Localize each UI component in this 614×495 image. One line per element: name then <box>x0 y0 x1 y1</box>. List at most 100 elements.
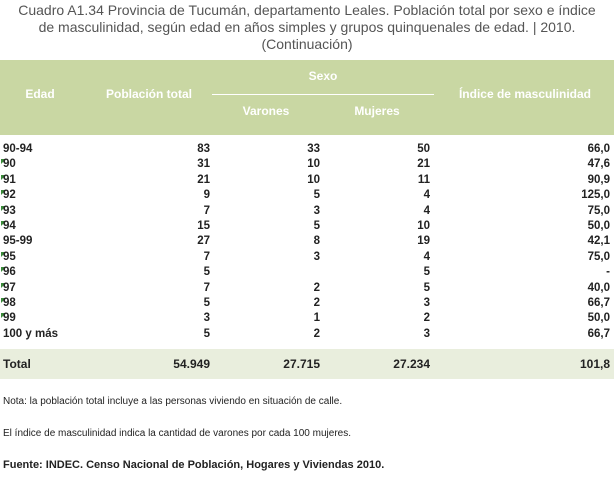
cell-marker-icon <box>1 159 6 165</box>
cell-varones: 2 <box>313 297 320 309</box>
cell-edad: 90 <box>3 158 16 171</box>
cell-mujeres: 11 <box>417 173 430 186</box>
title-line: (Continuación) <box>261 36 353 52</box>
total-mujeres: 27.234 <box>393 357 430 371</box>
cell-varones: 5 <box>313 189 320 202</box>
cell-varones: 8 <box>313 235 320 248</box>
table-row: 90-94 83 33 50 66,0 <box>0 142 614 157</box>
cell-edad: 96 <box>3 266 16 279</box>
cell-marker-icon <box>1 313 6 319</box>
cell-varones: 2 <box>313 327 320 340</box>
cell-mujeres: 2 <box>423 312 430 325</box>
cell-varones: 10 <box>307 173 320 186</box>
cell-mujeres: 5 <box>423 266 430 279</box>
cell-indice: 66,7 <box>587 327 610 340</box>
cell-marker-icon <box>1 190 6 196</box>
cell-edad: 98 <box>3 297 16 309</box>
cell-poblacion: 9 <box>203 189 210 202</box>
cell-edad: 93 <box>3 204 16 217</box>
cell-varones: 10 <box>307 158 320 171</box>
cell-varones: 3 <box>313 250 320 263</box>
title-line: de masculinidad, según edad en años simp… <box>38 19 576 35</box>
cell-indice: 75,0 <box>587 250 610 263</box>
total-indice: 101,8 <box>579 357 610 371</box>
cell-poblacion: 5 <box>203 327 210 340</box>
total-label: Total <box>3 357 31 371</box>
cell-mujeres: 5 <box>423 281 430 294</box>
cell-poblacion: 15 <box>197 220 210 232</box>
cell-indice: 66,0 <box>587 143 610 155</box>
cell-mujeres: 3 <box>423 297 430 309</box>
cell-varones: 2 <box>313 281 320 294</box>
cell-poblacion: 3 <box>203 312 210 325</box>
table-row: 99 3 1 2 50,0 <box>0 311 614 326</box>
cell-mujeres: 19 <box>417 235 430 248</box>
table-title: Cuadro A1.34 Provincia de Tucumán, depar… <box>0 2 614 53</box>
cell-marker-icon <box>1 174 6 180</box>
cell-mujeres: 4 <box>423 250 430 263</box>
cell-marker-icon <box>1 282 6 288</box>
table-row: 91 21 10 11 90,9 <box>0 173 614 188</box>
cell-poblacion: 7 <box>203 250 210 263</box>
header-mujeres: Mujeres <box>354 104 400 118</box>
cell-edad: 100 y más <box>3 327 58 340</box>
cell-indice: - <box>606 266 610 279</box>
cell-poblacion: 21 <box>197 173 210 186</box>
cell-mujeres: 4 <box>423 189 430 202</box>
data-table: Edad Población total Sexo Varones Mujere… <box>0 60 614 135</box>
cell-marker-icon <box>1 205 6 211</box>
cell-edad: 99 <box>3 312 16 325</box>
table-row: 100 y más 5 2 3 66,7 <box>0 327 614 342</box>
cell-varones: 5 <box>313 220 320 232</box>
cell-mujeres: 3 <box>423 327 430 340</box>
header-poblacion-total: Población total <box>105 87 192 101</box>
table-row: 93 7 3 4 75,0 <box>0 204 614 219</box>
cell-varones: 1 <box>313 312 320 325</box>
table-row: 92 9 5 4 125,0 <box>0 188 614 203</box>
table-row: 95 7 3 4 75,0 <box>0 250 614 265</box>
title-line: Cuadro A1.34 Provincia de Tucumán, depar… <box>18 2 596 18</box>
total-poblacion: 54.949 <box>173 357 210 371</box>
cell-edad: 91 <box>3 173 16 186</box>
cell-indice: 50,0 <box>587 312 610 325</box>
cell-marker-icon <box>1 298 6 303</box>
cell-edad: 97 <box>3 281 16 294</box>
table-row: 95-99 27 8 19 42,1 <box>0 234 614 249</box>
cell-indice: 75,0 <box>587 204 610 217</box>
cell-edad: 92 <box>3 189 16 202</box>
cell-poblacion: 7 <box>203 204 210 217</box>
cell-edad: 94 <box>3 220 16 232</box>
table-row: 97 7 2 5 40,0 <box>0 281 614 296</box>
cell-varones: 33 <box>307 143 320 155</box>
cell-edad: 95 <box>3 250 16 263</box>
cell-varones: 3 <box>313 204 320 217</box>
table-row: 94 15 5 10 50,0 <box>0 219 614 234</box>
cell-marker-icon <box>1 221 6 226</box>
header-varones: Varones <box>242 104 290 118</box>
cell-mujeres: 50 <box>417 143 430 155</box>
cell-indice: 47,6 <box>587 158 610 171</box>
cell-indice: 66,7 <box>587 297 610 309</box>
cell-mujeres: 21 <box>417 158 430 171</box>
note-poblacion: Nota: la población total incluye a las p… <box>3 396 343 407</box>
cell-edad: 95-99 <box>3 235 33 248</box>
cell-poblacion: 27 <box>197 235 210 248</box>
table-row: 90 31 10 21 47,6 <box>0 157 614 172</box>
table-row: 96 5 5 - <box>0 265 614 280</box>
cell-mujeres: 10 <box>417 220 430 232</box>
cell-poblacion: 31 <box>197 158 210 171</box>
cell-marker-icon <box>1 251 6 257</box>
cell-edad: 90-94 <box>3 143 33 155</box>
cell-indice: 125,0 <box>581 189 610 202</box>
total-row: Total 54.949 27.715 27.234 101,8 <box>0 349 614 379</box>
cell-poblacion: 5 <box>203 266 210 279</box>
cell-indice: 50,0 <box>587 220 610 232</box>
source-text: Fuente: INDEC. Censo Nacional de Poblaci… <box>3 459 385 471</box>
header-sexo: Sexo <box>308 69 338 83</box>
header-divider <box>212 94 434 95</box>
header-edad: Edad <box>25 87 55 101</box>
cell-poblacion: 5 <box>203 297 210 309</box>
cell-indice: 90,9 <box>587 173 610 186</box>
header-indice: Índice de masculinidad <box>458 87 592 101</box>
table-header: Edad Población total Sexo Varones Mujere… <box>0 60 614 135</box>
